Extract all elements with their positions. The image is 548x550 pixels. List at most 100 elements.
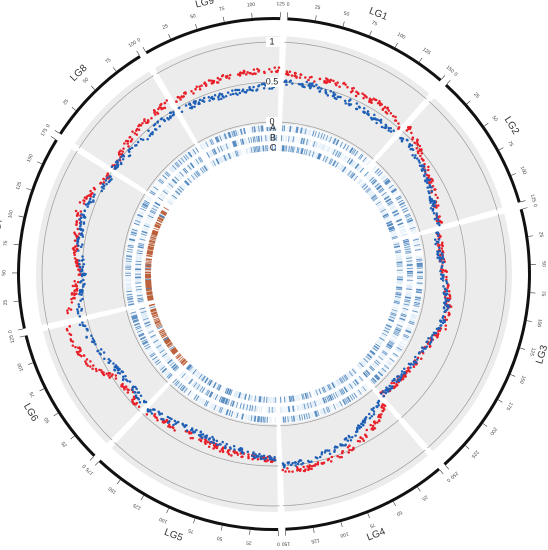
heat-cell [203,388,208,395]
heat-cell [252,136,255,143]
heat-cell [168,374,174,380]
heat-cell [402,307,409,311]
heat-cell [141,232,148,236]
data-point [199,439,203,443]
heat-cell [190,161,196,168]
heat-cell [338,378,343,385]
heat-cell [383,328,390,332]
heat-cell [342,375,347,382]
heat-cell [243,393,246,400]
heat-cell [311,401,315,408]
heat-cell [172,378,178,385]
data-point [381,403,385,406]
tick-label: 25 [62,98,70,106]
tick-label: 150 [107,485,117,495]
heat-cell [382,193,388,198]
heat-cell [335,391,340,398]
data-point [81,235,85,238]
heat-cell [288,145,290,152]
data-point [251,458,254,461]
heat-cell [125,258,132,260]
heat-cell [154,320,161,324]
heat-cell [148,330,154,334]
heat-cell [162,353,169,359]
heat-cell [338,401,343,407]
heat-cell [302,138,305,145]
heat-cell [302,128,306,135]
heat-cell [287,416,289,423]
heat-cell [175,190,181,195]
heat-cell [349,395,354,401]
heat-cell [154,202,161,207]
heat-cell [151,207,158,212]
heat-cell [396,325,403,329]
heat-cell [221,155,225,162]
heat-cell [338,140,342,147]
data-point [73,245,77,249]
data-point [441,321,445,325]
data-point [430,338,434,341]
heat-cell [290,136,292,143]
data-point [268,67,271,71]
heat-cell [378,206,385,211]
heat-cell [372,196,378,201]
heat-cell [125,286,132,288]
heat-cell [293,395,296,402]
heat-cell [203,400,208,406]
heat-cell [140,312,147,315]
heat-cell [414,299,421,302]
heat-cell [332,393,336,400]
heat-cell [136,215,143,220]
heat-cell [125,257,132,259]
heat-cell [208,379,213,386]
heat-cell [181,156,186,163]
heat-cell [351,161,356,167]
axis-tick [313,527,315,533]
data-point [438,215,441,218]
heat-cell [175,367,181,373]
heat-cell [132,318,139,322]
data-point [426,181,429,185]
heat-cell [410,315,417,319]
heat-cell [233,130,237,137]
heat-cell [396,257,403,260]
heat-cell [138,301,145,304]
heat-cell [210,150,214,156]
data-point [397,126,401,129]
heat-cell [131,228,138,232]
heat-cell [391,354,398,359]
data-point [83,282,86,286]
heat-cell [130,231,137,235]
data-point [445,270,449,274]
data-point [82,262,86,266]
heat-cell [415,255,422,257]
heat-cell [316,131,320,138]
heat-cell [135,327,142,331]
heat-cell [198,373,203,380]
heat-cell [366,159,371,166]
heat-cell [169,197,175,203]
tick-label: 125 [276,1,285,7]
heat-cell [153,340,160,345]
heat-cell [327,135,331,142]
heat-cell [375,359,381,365]
heat-cell [230,131,234,138]
heat-cell [147,247,154,250]
data-point [139,394,143,398]
heat-cell [172,178,178,184]
heat-cell [406,216,412,221]
heat-cell [146,255,153,258]
heat-cell [171,164,177,170]
heat-cell [383,214,389,218]
data-point [441,316,445,320]
heat-cell [285,135,288,142]
data-point [167,118,170,121]
heat-cell [151,311,158,315]
data-point [207,95,211,99]
data-point [444,328,447,331]
heat-cell [399,341,406,346]
heat-cell [165,171,171,176]
heat-cell [389,186,396,191]
heat-cell [192,381,197,388]
heat-cell [131,316,138,320]
